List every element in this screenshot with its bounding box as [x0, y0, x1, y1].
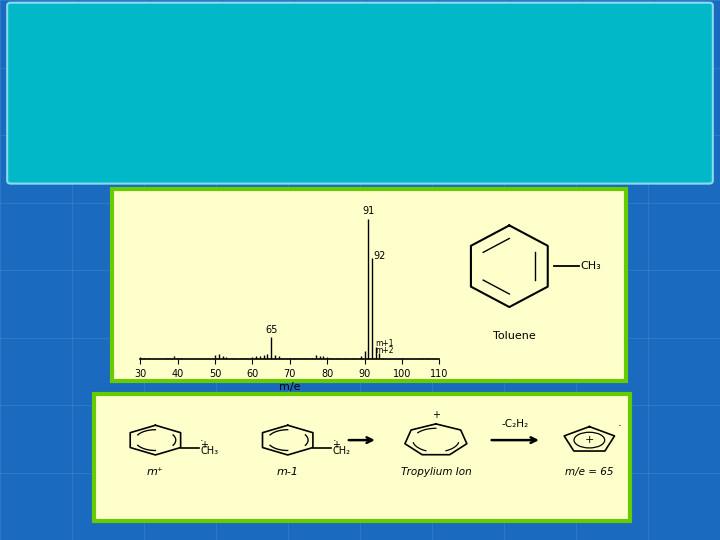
Text: +: +: [200, 440, 208, 450]
Text: m/z=91 ise benzil ünitesi içeren C₆H₅CH₂ (M-1) iyonunu (bir hidrojen: m/z=91 ise benzil ünitesi içeren C₆H₅CH₂…: [20, 94, 539, 107]
Text: 91: 91: [362, 206, 374, 217]
Text: m/e = 65: m/e = 65: [565, 467, 613, 477]
Text: m-1: m-1: [276, 467, 299, 477]
Text: kaybını) ve m/z= 65 piki ise nötral asetilen kaybetmiş tropilyum: kaybını) ve m/z= 65 piki ise nötral aset…: [20, 122, 508, 134]
Text: m⁺: m⁺: [147, 467, 163, 477]
Text: CH₂: CH₂: [333, 446, 351, 456]
Text: Intensity: Intensity: [119, 260, 129, 303]
Text: (M+.), m/z=93 ve m/z=94 sırasıyla (M+1)ve (M+2) izotop piklerini,: (M+.), m/z=93 ve m/z=94 sırasıyla (M+1)v…: [20, 68, 516, 80]
Text: +: +: [333, 440, 341, 450]
Text: Toluene: Toluene: [492, 331, 536, 341]
Text: CH₃: CH₃: [580, 261, 601, 271]
Text: m+1: m+1: [376, 339, 395, 348]
Text: CH₃: CH₃: [200, 446, 218, 456]
Text: -C₂H₂: -C₂H₂: [502, 419, 528, 429]
Text: Tropylium Ion: Tropylium Ion: [400, 467, 472, 477]
Text: m+2: m+2: [376, 346, 395, 355]
Text: +: +: [432, 410, 440, 420]
Text: ·: ·: [333, 436, 336, 446]
Text: ve m/z=91 de pikler görülmektedir. Burada  m/z=92 moleküler piki: ve m/z=91 de pikler görülmektedir. Burad…: [20, 40, 508, 53]
Text: 65: 65: [265, 325, 277, 335]
X-axis label: m/e: m/e: [279, 382, 300, 392]
Text: 92: 92: [373, 251, 385, 261]
Text: ·: ·: [200, 436, 204, 446]
Text: Toluene ait kütle spektrumunda m/z=92, m/z=93, m/z=94, m/z=65: Toluene ait kütle spektrumunda m/z=92, m…: [20, 14, 485, 26]
Text: ·: ·: [618, 421, 621, 431]
Text: +: +: [585, 435, 594, 445]
Text: iyonunu temsil eder.: iyonunu temsil eder.: [20, 148, 173, 161]
